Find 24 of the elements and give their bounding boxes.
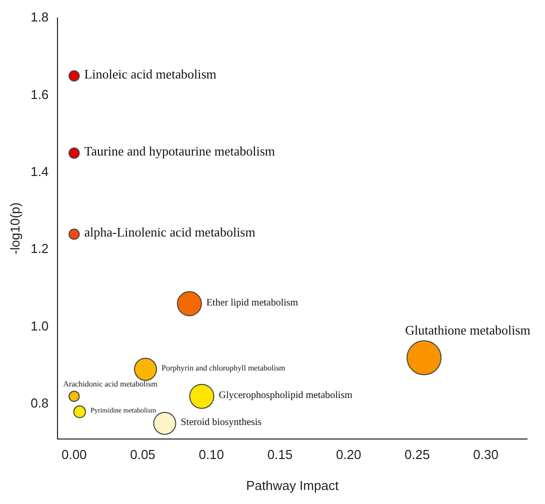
x-tick-label: 0.15 (267, 447, 293, 462)
x-tick-label: 0.30 (473, 447, 498, 462)
y-tick-label: 1.4 (30, 164, 49, 179)
annotation: Ether lipid metabolism (206, 297, 298, 308)
x-tick-label: 0.00 (61, 447, 87, 462)
y-axis-title: -log10(p) (7, 202, 22, 254)
x-tick-label: 0.20 (336, 447, 362, 462)
annotation: alpha-Linolenic acid metabolism (84, 224, 256, 240)
y-tick-label: 0.8 (30, 396, 49, 411)
y-tick-label: 1.6 (30, 86, 49, 102)
annotation: Arachidonic acid metabolism (63, 379, 158, 388)
annotation: Porphyrin and chlorophyll metabolism (162, 363, 286, 372)
annotation: Taurine and hypotaurine metabolism (84, 144, 276, 159)
x-tick-label: 0.05 (130, 447, 156, 462)
annotation: Steroid biosynthesis (180, 416, 262, 428)
annotation: Linoleic acid metabolism (84, 66, 216, 82)
x-tick-label: 0.25 (404, 447, 430, 462)
annotation: Glycerophospholipid metabolism (218, 390, 353, 401)
annotation: Glutathione metabolism (405, 322, 530, 338)
x-tick-label: 0.10 (198, 447, 224, 462)
x-axis-title: Pathway Impact (246, 478, 339, 493)
y-tick-label: 1.2 (30, 241, 49, 256)
y-tick-label: 1.0 (30, 318, 49, 334)
y-tick-label: 1.8 (30, 10, 49, 25)
